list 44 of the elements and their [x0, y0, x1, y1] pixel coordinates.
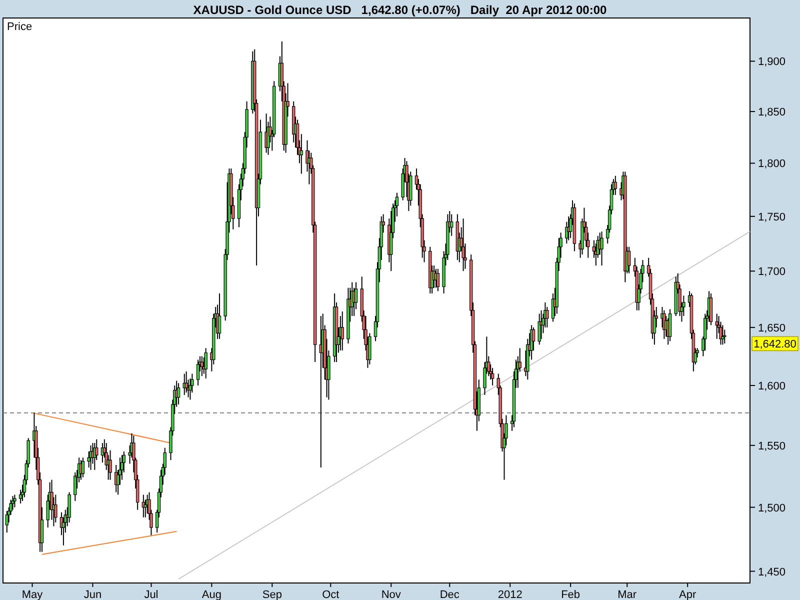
x-tick-label: Mar [618, 589, 637, 600]
candlestick [204, 348, 208, 379]
y-tick-label: 1,850 [758, 106, 786, 119]
candlestick [218, 292, 222, 340]
candlestick [709, 292, 713, 326]
x-tick-label: May [22, 589, 44, 600]
text: 1,642.80 [754, 338, 796, 351]
x-tick-label: Jun [84, 589, 102, 600]
candlestick [74, 472, 77, 502]
x-tick-label: Aug [202, 589, 222, 600]
candlestick [546, 306, 549, 328]
x-tick-label: Apr [679, 589, 696, 600]
candlestick [340, 310, 344, 351]
y-tick-label: 1,900 [758, 56, 786, 68]
candlestick [462, 218, 465, 272]
candlestick [18, 489, 22, 504]
y-tick-label: 1,500 [758, 502, 786, 514]
y-tick-label: 1,700 [758, 266, 786, 278]
candlestick [81, 457, 85, 478]
y-tick-label: 1,450 [758, 566, 786, 578]
x-tick-label: Feb [561, 589, 580, 600]
candlestick [538, 313, 541, 346]
x-tick-label: 2012 [498, 589, 522, 600]
x-tick-label: Dec [440, 589, 460, 600]
candlestick [368, 332, 372, 365]
chart-title: XAUUSD - Gold Ounce USD 1,642.80 (+0.07%) Daily 20 Apr 2012 00:00 [193, 3, 608, 17]
candlestick [196, 359, 200, 386]
y-tick-label: 1,600 [758, 380, 786, 392]
y-axis-title: Price [7, 21, 32, 33]
x-tick-label: Sep [262, 589, 282, 600]
y-tick-label: 1,750 [758, 211, 786, 224]
x-tick-label: Jul [144, 589, 158, 600]
candlestick [668, 308, 672, 342]
y-tick-label: 1,650 [758, 322, 786, 334]
candlestick [176, 382, 180, 405]
candlestick [600, 231, 604, 266]
candlestick [436, 268, 440, 292]
candlestick [723, 329, 726, 344]
y-tick-label: 1,800 [758, 158, 786, 170]
x-tick-label: Nov [381, 589, 402, 600]
candlestick [5, 510, 8, 534]
candlestick [490, 367, 494, 386]
x-tick-label: Oct [322, 589, 340, 600]
y-tick-label: 1,550 [758, 440, 786, 452]
